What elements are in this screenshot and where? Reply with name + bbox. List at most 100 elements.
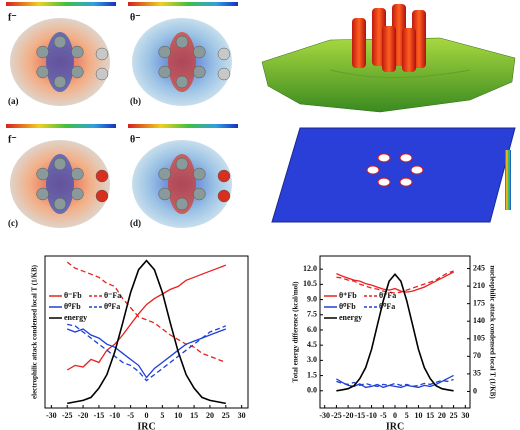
x-tick-label: -30 (46, 411, 57, 420)
atom (217, 47, 231, 61)
plot-frame (319, 255, 471, 409)
x-tick-label: 10 (414, 411, 422, 420)
x-axis-label: IRC (137, 421, 155, 430)
y-tick-label: 3.0 (307, 355, 317, 364)
panel-tag: (d) (130, 218, 141, 228)
x-tick-label: 25 (450, 411, 458, 420)
atom (95, 169, 109, 183)
contour-colorbar (505, 150, 511, 210)
atom (217, 169, 231, 183)
x-tick-label: 0 (393, 411, 397, 420)
atom (71, 187, 84, 201)
legend-label: θ⁻Fb (64, 291, 82, 300)
x-tick-label: 15 (190, 411, 198, 420)
atom (36, 167, 49, 181)
x-tick-label: -15 (355, 411, 366, 420)
atom (193, 187, 206, 201)
legend-label: energy (64, 313, 87, 322)
x-tick-label: 5 (405, 411, 409, 420)
y-tick-label: 7.5 (307, 310, 317, 319)
y2-tick-label: 140 (473, 316, 485, 325)
series-line (336, 272, 454, 392)
atom (71, 45, 84, 59)
atom (217, 67, 231, 81)
peak (382, 26, 396, 72)
charts: -30 -25 -20 -15 -10 -5 0 5 10 15 20 25 30IRCelectrop… (31, 255, 496, 430)
panel-label: f⁻ (8, 12, 17, 23)
atom (36, 65, 49, 79)
series-line (67, 259, 226, 405)
atom (95, 47, 109, 61)
y-tick-label: 1.5 (307, 370, 317, 379)
panel-label: θ⁻ (130, 134, 141, 145)
x-tick-label: -20 (343, 411, 354, 420)
atom (53, 197, 67, 211)
molecule-panel: f⁻ (a) (6, 2, 116, 106)
y2-tick-label: 175 (473, 298, 485, 307)
x-tick-label: 15 (426, 411, 434, 420)
atom (158, 45, 171, 59)
atom (193, 167, 206, 181)
density-core (46, 154, 74, 214)
atom (95, 189, 109, 203)
panel-tag: (b) (130, 96, 141, 106)
surface-3d (261, 4, 516, 113)
x-tick-label: -30 (319, 411, 330, 420)
y2-tick-label: 210 (473, 281, 485, 290)
y-tick-label: 4.5 (307, 340, 317, 349)
legend-label: θ⁰Fb (64, 302, 81, 311)
y-axis-label: Total energy difference (kcal/mol) (292, 281, 300, 383)
x-tick-label: 20 (206, 411, 214, 420)
x-tick-label: 25 (222, 411, 230, 420)
x-axis-label: IRC (386, 421, 404, 430)
peak (402, 28, 416, 72)
y2-tick-label: 0 (473, 386, 477, 395)
panel-tag: (a) (8, 96, 19, 106)
series-line (336, 270, 454, 294)
atom (217, 189, 231, 203)
x-tick-label: 0 (145, 411, 149, 420)
series-line (66, 264, 227, 371)
x-tick-label: -15 (94, 411, 105, 420)
x-tick-label: 30 (238, 411, 246, 420)
panel-tag: (c) (8, 218, 18, 228)
y2-tick-label: 105 (473, 334, 485, 343)
y-tick-label: 9.0 (307, 294, 317, 303)
contour-peak (399, 153, 413, 163)
atom (175, 157, 189, 171)
atom (175, 197, 189, 211)
colorbar (6, 124, 116, 128)
peak (352, 18, 366, 68)
y-tick-label: 6.0 (307, 325, 317, 334)
contour-peak (399, 177, 413, 187)
panel-label: θ⁻ (130, 12, 141, 23)
x-tick-label: -10 (366, 411, 377, 420)
density-core (168, 32, 196, 92)
legend-label: θ⁺Fa (379, 291, 396, 300)
atom (158, 187, 171, 201)
x-tick-label: 10 (174, 411, 182, 420)
y-axis-label: electrophilic attack condensed local T (… (31, 264, 39, 399)
atom (158, 167, 171, 181)
atom (193, 45, 206, 59)
atom (71, 167, 84, 181)
atom (53, 35, 67, 49)
legend-label: θ⁰Fb (339, 302, 356, 311)
series-line (66, 261, 227, 364)
x-tick-label: -5 (127, 411, 134, 420)
atom (175, 75, 189, 89)
molecule-panels: f⁻ (a) θ⁻ (b) f⁻ (c) θ⁻ (d) (6, 2, 238, 228)
density-core (46, 32, 74, 92)
series-line (336, 374, 454, 389)
series-line (67, 323, 227, 382)
atom (95, 67, 109, 81)
y-tick-label: 10.5 (303, 279, 317, 288)
y-tick-label: 0.0 (307, 386, 317, 395)
legend-label: θ⁰Fa (104, 302, 120, 311)
x-tick-label: 20 (438, 411, 446, 420)
surface-ridge (329, 69, 471, 78)
x-tick-label: -5 (380, 411, 387, 420)
series-line (336, 271, 454, 293)
